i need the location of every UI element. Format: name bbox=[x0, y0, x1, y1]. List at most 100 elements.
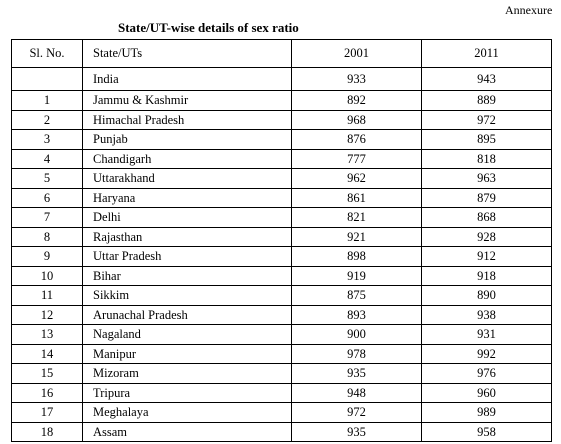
table-row: 5 Uttarakhand 962 963 bbox=[11, 168, 552, 189]
header-2001: 2001 bbox=[291, 39, 422, 68]
state-name-cell: Assam bbox=[82, 421, 292, 442]
sl-no-cell: 9 bbox=[11, 246, 83, 267]
table-row-national: India 933 943 bbox=[11, 67, 552, 91]
table-title: State/UT-wise details of sex ratio bbox=[118, 20, 299, 35]
sl-no-cell: 4 bbox=[11, 148, 83, 169]
sl-no-cell: 7 bbox=[11, 207, 83, 228]
annexure-label: Annexure bbox=[505, 3, 553, 17]
value-2001-cell: 972 bbox=[291, 402, 422, 423]
value-2011-cell: 992 bbox=[421, 343, 552, 364]
sex-ratio-table: Sl. No. State/UTs 2001 2011 India 933 943 1… bbox=[11, 39, 552, 442]
table-row: 7 Delhi 821 868 bbox=[11, 207, 552, 228]
state-name-cell: Uttarakhand bbox=[82, 168, 292, 189]
sl-no-cell: 12 bbox=[11, 304, 83, 325]
sl-no-cell: 1 bbox=[11, 90, 83, 111]
value-2011-cell: 889 bbox=[421, 90, 552, 111]
sl-no-cell: 6 bbox=[11, 187, 83, 208]
value-2011-cell: 976 bbox=[421, 363, 552, 384]
table-row: 4 Chandigarh 777 818 bbox=[11, 148, 552, 169]
table-row: 13 Nagaland 900 931 bbox=[11, 324, 552, 345]
value-2001-cell: 821 bbox=[291, 207, 422, 228]
value-2011-cell: 943 bbox=[421, 67, 552, 91]
state-name-cell: Mizoram bbox=[82, 363, 292, 384]
value-2001-cell: 875 bbox=[291, 285, 422, 306]
sl-no-cell: 8 bbox=[11, 226, 83, 247]
table-row: 10 Bihar 919 918 bbox=[11, 265, 552, 286]
value-2011-cell: 868 bbox=[421, 207, 552, 228]
table-row: 8 Rajasthan 921 928 bbox=[11, 226, 552, 247]
state-name-cell: Tripura bbox=[82, 382, 292, 403]
state-name-cell: Himachal Pradesh bbox=[82, 109, 292, 130]
value-2001-cell: 948 bbox=[291, 382, 422, 403]
value-2011-cell: 912 bbox=[421, 246, 552, 267]
header-sl-no: Sl. No. bbox=[11, 39, 83, 68]
value-2001-cell: 962 bbox=[291, 168, 422, 189]
sl-no-cell: 5 bbox=[11, 168, 83, 189]
table-row: 14 Manipur 978 992 bbox=[11, 343, 552, 364]
value-2001-cell: 893 bbox=[291, 304, 422, 325]
header-2011: 2011 bbox=[421, 39, 552, 68]
value-2011-cell: 938 bbox=[421, 304, 552, 325]
state-name-cell: India bbox=[82, 67, 292, 91]
value-2011-cell: 818 bbox=[421, 148, 552, 169]
value-2011-cell: 989 bbox=[421, 402, 552, 423]
state-name-cell: Manipur bbox=[82, 343, 292, 364]
state-name-cell: Nagaland bbox=[82, 324, 292, 345]
value-2011-cell: 963 bbox=[421, 168, 552, 189]
state-name-cell: Punjab bbox=[82, 129, 292, 150]
sl-no-cell: 18 bbox=[11, 421, 83, 442]
sl-no-cell: 2 bbox=[11, 109, 83, 130]
table-row: 2 Himachal Pradesh 968 972 bbox=[11, 109, 552, 130]
sl-no-cell: 11 bbox=[11, 285, 83, 306]
sl-no-cell: 15 bbox=[11, 363, 83, 384]
value-2011-cell: 879 bbox=[421, 187, 552, 208]
state-name-cell: Rajasthan bbox=[82, 226, 292, 247]
table-row: 9 Uttar Pradesh 898 912 bbox=[11, 246, 552, 267]
table-row: 15 Mizoram 935 976 bbox=[11, 363, 552, 384]
sl-no-cell: 17 bbox=[11, 402, 83, 423]
header-state: State/UTs bbox=[82, 39, 292, 68]
value-2011-cell: 928 bbox=[421, 226, 552, 247]
value-2001-cell: 861 bbox=[291, 187, 422, 208]
value-2011-cell: 960 bbox=[421, 382, 552, 403]
value-2011-cell: 931 bbox=[421, 324, 552, 345]
sl-no-cell: 3 bbox=[11, 129, 83, 150]
sl-no-cell: 13 bbox=[11, 324, 83, 345]
state-name-cell: Bihar bbox=[82, 265, 292, 286]
value-2001-cell: 900 bbox=[291, 324, 422, 345]
state-name-cell: Meghalaya bbox=[82, 402, 292, 423]
table-row: 3 Punjab 876 895 bbox=[11, 129, 552, 150]
value-2011-cell: 972 bbox=[421, 109, 552, 130]
state-name-cell: Sikkim bbox=[82, 285, 292, 306]
value-2001-cell: 968 bbox=[291, 109, 422, 130]
value-2001-cell: 898 bbox=[291, 246, 422, 267]
value-2011-cell: 918 bbox=[421, 265, 552, 286]
state-name-cell: Arunachal Pradesh bbox=[82, 304, 292, 325]
table-row: 11 Sikkim 875 890 bbox=[11, 285, 552, 306]
value-2001-cell: 777 bbox=[291, 148, 422, 169]
value-2001-cell: 935 bbox=[291, 363, 422, 384]
sl-no-cell: 10 bbox=[11, 265, 83, 286]
table-row: 6 Haryana 861 879 bbox=[11, 187, 552, 208]
state-name-cell: Delhi bbox=[82, 207, 292, 228]
state-name-cell: Jammu & Kashmir bbox=[82, 90, 292, 111]
value-2011-cell: 890 bbox=[421, 285, 552, 306]
sl-no-cell: 14 bbox=[11, 343, 83, 364]
value-2011-cell: 895 bbox=[421, 129, 552, 150]
table-row: 16 Tripura 948 960 bbox=[11, 382, 552, 403]
sl-no-cell: 16 bbox=[11, 382, 83, 403]
table-row: 17 Meghalaya 972 989 bbox=[11, 402, 552, 423]
table-row: 18 Assam 935 958 bbox=[11, 421, 552, 442]
value-2001-cell: 919 bbox=[291, 265, 422, 286]
value-2001-cell: 933 bbox=[291, 67, 422, 91]
table-row: 12 Arunachal Pradesh 893 938 bbox=[11, 304, 552, 325]
value-2001-cell: 892 bbox=[291, 90, 422, 111]
state-name-cell: Chandigarh bbox=[82, 148, 292, 169]
table-header-row: Sl. No. State/UTs 2001 2011 bbox=[11, 39, 552, 68]
value-2001-cell: 978 bbox=[291, 343, 422, 364]
value-2011-cell: 958 bbox=[421, 421, 552, 442]
value-2001-cell: 921 bbox=[291, 226, 422, 247]
state-name-cell: Haryana bbox=[82, 187, 292, 208]
sl-no-cell bbox=[11, 67, 83, 91]
table-row: 1 Jammu & Kashmir 892 889 bbox=[11, 90, 552, 111]
